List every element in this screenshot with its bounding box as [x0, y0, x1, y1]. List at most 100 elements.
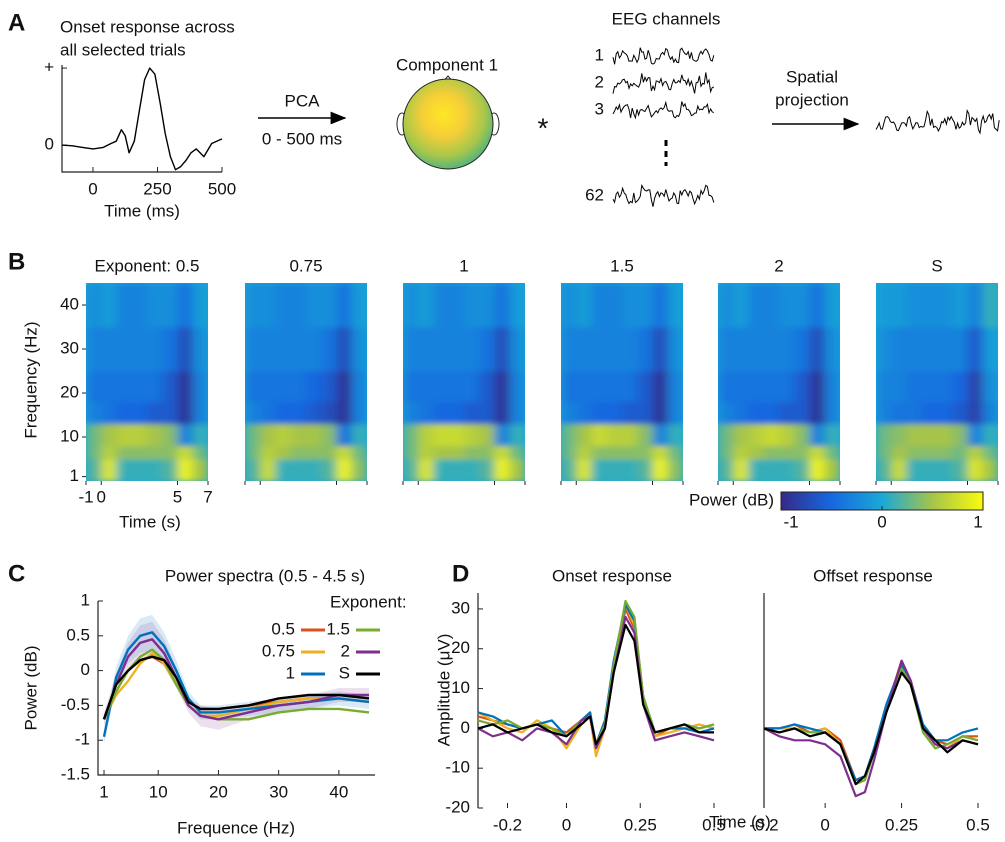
heatmap-cell [779, 327, 795, 372]
heatmap-cell [876, 371, 892, 403]
heatmap-cell [290, 371, 307, 403]
heatmap-cell [952, 327, 968, 372]
panel-label: B [8, 248, 25, 275]
heatmap-cell [494, 327, 511, 372]
heatmap-cell [86, 401, 102, 425]
heatmap-cell [718, 371, 734, 403]
heatmap-cell [891, 371, 907, 403]
heatmap-cell [192, 423, 208, 447]
channel-label: 2 [595, 72, 604, 91]
heatmap-cell [403, 401, 419, 425]
heatmap-cell [891, 459, 907, 481]
heatmap-cell [336, 401, 353, 425]
colorbar-tick-label: 0 [877, 512, 886, 531]
heatmap-cell [921, 283, 938, 328]
heatmap-cell [448, 401, 465, 425]
eeg-trace [612, 72, 714, 94]
heatmap-cell [177, 327, 194, 372]
heatmap-cell [718, 459, 734, 481]
heatmap-cell [464, 327, 480, 372]
heatmap-cell [509, 401, 525, 425]
heatmap-cell [336, 459, 353, 481]
heatmap-cell [162, 423, 178, 447]
heatmap-cell [906, 401, 923, 425]
heatmap-cell [876, 423, 892, 447]
y-tick-label: -0.5 [61, 695, 90, 714]
x-axis-label: Time (s) [119, 512, 181, 531]
heatmap-cell [433, 423, 450, 447]
heatmap-cell [809, 459, 826, 481]
heatmap-cell [906, 459, 923, 481]
y-tick-label: 1 [70, 466, 79, 485]
heatmap-cell [652, 371, 669, 403]
heatmap-cell [418, 423, 434, 447]
heatmap-cell [479, 283, 495, 328]
component-label: Component 1 [396, 55, 498, 74]
heatmap-cell [952, 371, 968, 403]
heatmap-cell [275, 283, 292, 328]
heatmap-cell [667, 445, 683, 460]
heatmap-cell [260, 445, 276, 460]
heatmap-cell [891, 283, 907, 328]
heatmap-cell [147, 423, 163, 447]
heatmap-cell [576, 327, 592, 372]
heatmap-cell [937, 445, 953, 460]
heatmap-cell [561, 401, 577, 425]
heatmap-cell [321, 459, 337, 481]
heatmap-cell [177, 371, 194, 403]
heatmap-cell [652, 401, 669, 425]
heatmap-cell [336, 283, 353, 328]
heatmap-cell [937, 327, 953, 372]
heatmap-cell [336, 371, 353, 403]
heatmap-cell [192, 459, 208, 481]
heatmap-cell [245, 401, 261, 425]
heatmap-cell [921, 401, 938, 425]
heatmap-cell [667, 283, 683, 328]
heatmap-cell [351, 459, 367, 481]
heatmap-cell [290, 423, 307, 447]
heatmap-cell [336, 445, 353, 460]
heatmap-cell [509, 423, 525, 447]
heatmap-cell [824, 445, 840, 460]
y-tick-label: -1 [75, 730, 90, 749]
channel-label: 1 [595, 45, 604, 64]
heatmap-cell [576, 423, 592, 447]
heatmap-cell [245, 327, 261, 372]
y-tick-label: 10 [60, 426, 79, 445]
heatmap-cell [336, 423, 353, 447]
heatmap-cell [809, 283, 826, 328]
heatmap-cell [967, 459, 984, 481]
heatmap-cell [351, 445, 367, 460]
heatmap-cell [86, 445, 102, 460]
heatmap-cell [606, 327, 623, 372]
heatmap-cell [824, 327, 840, 372]
heatmap-cell [982, 423, 998, 447]
heatmap-cell [937, 423, 953, 447]
heatmap-cell [876, 327, 892, 372]
heatmap-cell [464, 445, 480, 460]
heatmap-cell [275, 371, 292, 403]
heatmap-cell [622, 371, 638, 403]
panel-title: S [931, 256, 942, 275]
heatmap-cell [433, 445, 450, 460]
heatmap-cell [667, 459, 683, 481]
series-line [102, 638, 369, 721]
heatmap-cell [561, 423, 577, 447]
heatmap [561, 283, 683, 481]
heatmap-cell [464, 423, 480, 447]
heatmap-cell [794, 327, 810, 372]
heatmap-cell [448, 459, 465, 481]
heatmap-cell [275, 401, 292, 425]
heatmap-cell [494, 283, 511, 328]
heatmap-cell [351, 371, 367, 403]
x-tick-label: 0.5 [966, 815, 990, 834]
heatmap-cell [733, 459, 749, 481]
heatmap-cell [763, 423, 780, 447]
heatmap-cell [824, 459, 840, 481]
heatmap-cell [433, 371, 450, 403]
heatmap-cell [794, 283, 810, 328]
heatmap-cell [147, 327, 163, 372]
heatmap-cells [245, 283, 367, 481]
series-line [102, 655, 370, 720]
heatmap-cell [321, 401, 337, 425]
